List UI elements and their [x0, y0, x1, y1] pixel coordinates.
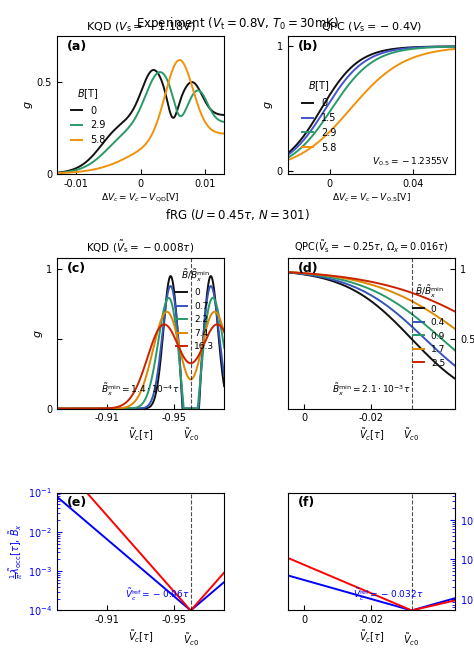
Legend: 0, 2.9, 5.8: 0, 2.9, 5.8 [67, 83, 109, 149]
X-axis label: $\tilde{V}_c[\tau]$: $\tilde{V}_c[\tau]$ [359, 628, 384, 645]
Text: KQD ($V_\mathrm{s}=-1.18$V): KQD ($V_\mathrm{s}=-1.18$V) [86, 20, 195, 34]
Text: $V_{0.5}=-1.2355$V: $V_{0.5}=-1.2355$V [373, 156, 450, 168]
Text: (c): (c) [67, 263, 86, 275]
X-axis label: $\tilde{V}_c[\tau]$: $\tilde{V}_c[\tau]$ [128, 628, 153, 645]
Text: $\tilde{V}_{c0}$: $\tilde{V}_{c0}$ [403, 426, 420, 444]
Text: (e): (e) [67, 496, 87, 509]
Text: QPC($\tilde{V}_\mathrm{s}=-0.25\tau$, $\Omega_x=0.016\tau$): QPC($\tilde{V}_\mathrm{s}=-0.25\tau$, $\… [294, 239, 449, 255]
Legend: 0, 1.5, 2.9, 5.8: 0, 1.5, 2.9, 5.8 [298, 76, 340, 156]
X-axis label: $\tilde{V}_c[\tau]$: $\tilde{V}_c[\tau]$ [359, 426, 384, 443]
Text: QPC ($V_\mathrm{s}=-0.4$V): QPC ($V_\mathrm{s}=-0.4$V) [321, 20, 422, 34]
Text: (b): (b) [298, 40, 319, 53]
Text: $\tilde{B}_x^\mathrm{min}=1.4\cdot10^{-4}\tau$: $\tilde{B}_x^\mathrm{min}=1.4\cdot10^{-4… [101, 381, 180, 398]
Text: $\tilde{V}_{c0}$: $\tilde{V}_{c0}$ [182, 632, 199, 649]
Text: $\tilde{V}_{c0}$: $\tilde{V}_{c0}$ [182, 426, 199, 444]
Y-axis label: $g$: $g$ [33, 329, 45, 337]
Text: Experiment ($V_\mathrm{t}=0.8$V, $T_0=30$mK): Experiment ($V_\mathrm{t}=0.8$V, $T_0=30… [136, 15, 338, 32]
X-axis label: $\tilde{V}_c[\tau]$: $\tilde{V}_c[\tau]$ [128, 426, 153, 443]
X-axis label: $\Delta V_c = V_c - V_\mathrm{QD}$[V]: $\Delta V_c = V_c - V_\mathrm{QD}$[V] [101, 191, 180, 205]
Text: (a): (a) [67, 40, 87, 53]
Legend: 0, 0.7, 2.2, 7.4, 16.3: 0, 0.7, 2.2, 7.4, 16.3 [173, 264, 218, 355]
Y-axis label: $g$: $g$ [23, 101, 35, 110]
Y-axis label: $\frac{1}{\pi}\tilde{\lambda}_\mathrm{occ}[\tau]$, $\tilde{B}_x$: $\frac{1}{\pi}\tilde{\lambda}_\mathrm{oc… [8, 523, 25, 579]
Legend: 0, 0.4, 0.9, 1.7, 2.5: 0, 0.4, 0.9, 1.7, 2.5 [409, 280, 449, 371]
X-axis label: $\Delta V_c = V_c - V_{0.5}$[V]: $\Delta V_c = V_c - V_{0.5}$[V] [332, 191, 411, 204]
Text: $\tilde{V}_c^\mathrm{ref}=-0.032\tau$: $\tilde{V}_c^\mathrm{ref}=-0.032\tau$ [353, 587, 423, 603]
Text: KQD ($\tilde{V}_\mathrm{s}=-0.008\tau$): KQD ($\tilde{V}_\mathrm{s}=-0.008\tau$) [86, 239, 195, 255]
Text: $\tilde{V}_c^\mathrm{ref}=-0.96\tau$: $\tilde{V}_c^\mathrm{ref}=-0.96\tau$ [125, 587, 190, 603]
Text: (d): (d) [298, 263, 319, 275]
Y-axis label: $g$: $g$ [264, 101, 275, 110]
Text: fRG ($U=0.45\tau$, $N=301$): fRG ($U=0.45\tau$, $N=301$) [164, 207, 310, 222]
Text: $\tilde{V}_{c0}$: $\tilde{V}_{c0}$ [403, 632, 420, 649]
Text: (f): (f) [298, 496, 315, 509]
Text: $\tilde{B}_x^\mathrm{min}=2.1\cdot10^{-3}\tau$: $\tilde{B}_x^\mathrm{min}=2.1\cdot10^{-3… [332, 381, 410, 398]
